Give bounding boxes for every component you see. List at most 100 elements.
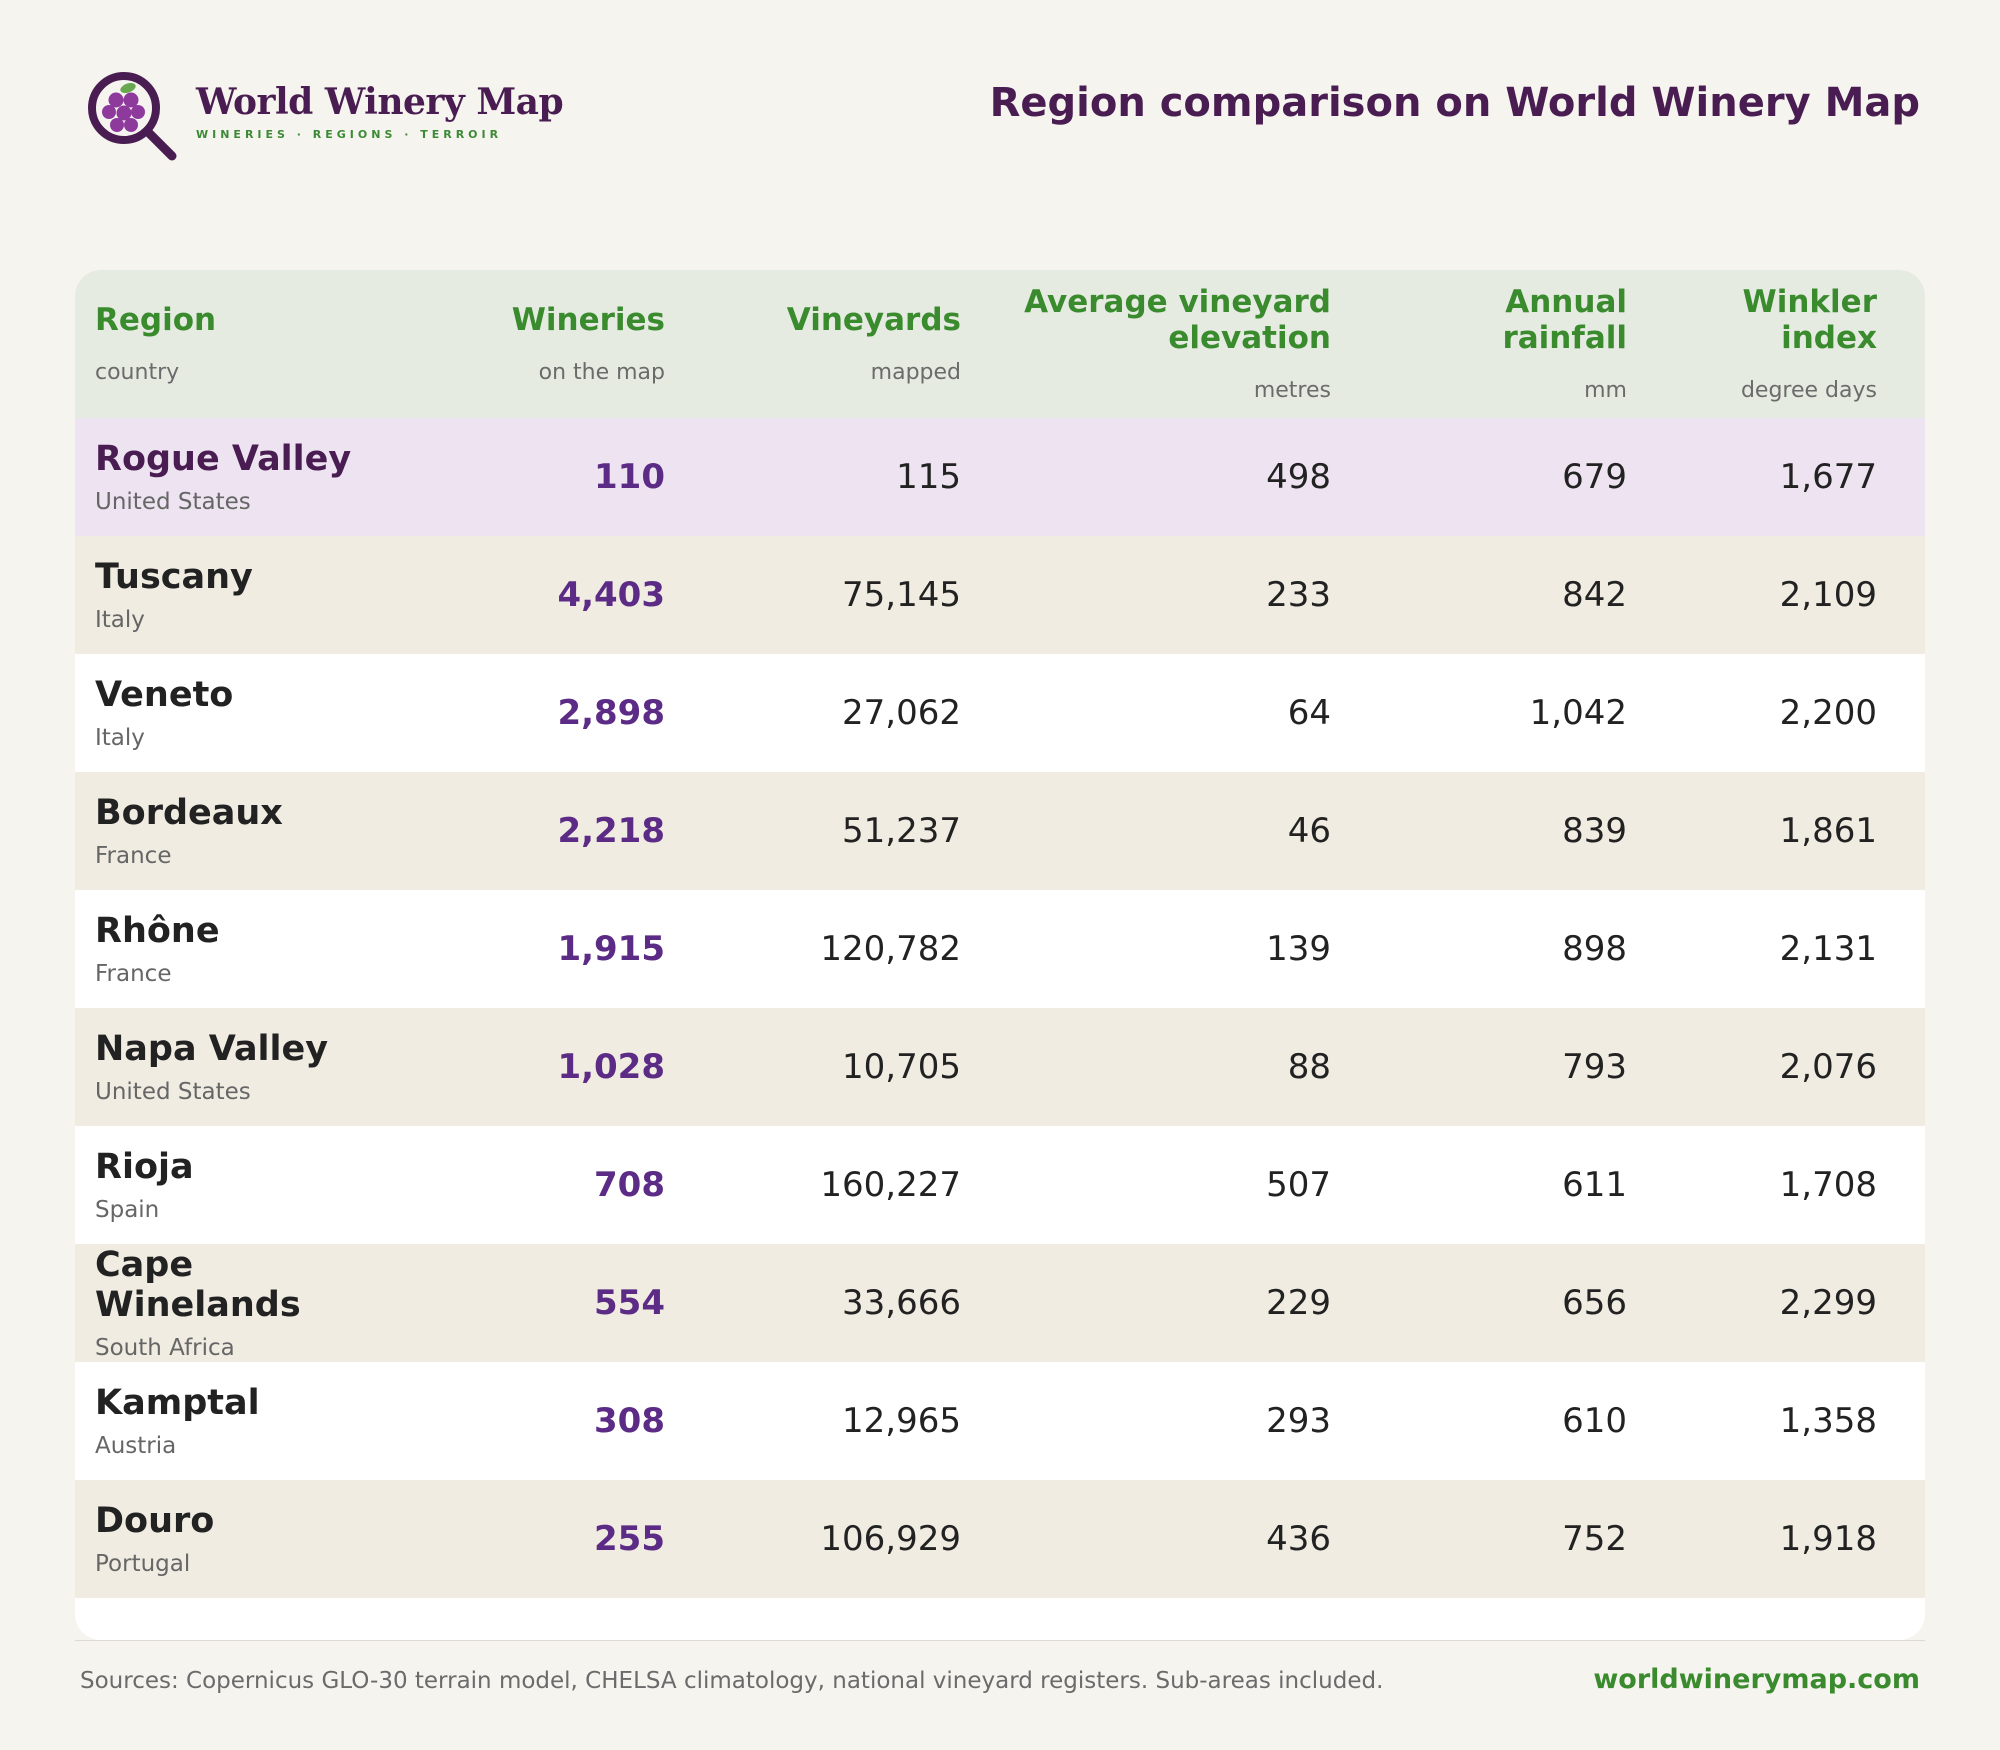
table-row[interactable]: Cape Winelands South Africa 554 33,666 22… — [75, 1244, 1925, 1362]
brand-logo[interactable]: World Winery Map WINERIES · REGIONS · TE… — [86, 70, 564, 162]
wineries-cell: 110 — [594, 457, 665, 497]
elevation-cell: 46 — [1287, 811, 1331, 851]
page-title: Region comparison on World Winery Map — [989, 80, 1920, 126]
wineries-cell: 1,915 — [557, 929, 665, 969]
vineyards-cell: 51,237 — [842, 811, 961, 851]
vineyards-cell: 75,145 — [842, 575, 961, 615]
winkler-cell: 2,200 — [1779, 693, 1877, 733]
region-name: Cape Winelands — [95, 1244, 301, 1325]
region-cell: Napa Valley United States — [75, 1008, 375, 1126]
region-name: Kamptal — [95, 1382, 260, 1423]
region-name: Rogue Valley — [95, 438, 352, 479]
winkler-cell: 1,918 — [1779, 1519, 1877, 1559]
winkler-cell: 2,109 — [1779, 575, 1877, 615]
column-header-region[interactable]: Region country — [95, 301, 217, 385]
table-row[interactable]: Veneto Italy 2,898 27,062 64 1,042 2,200 — [75, 654, 1925, 772]
region-country: Italy — [95, 725, 145, 752]
region-name: Bordeaux — [95, 792, 283, 833]
region-name: Rioja — [95, 1146, 194, 1187]
table-row[interactable]: Tuscany Italy 4,403 75,145 233 842 2,109 — [75, 536, 1925, 654]
vineyards-cell: 115 — [896, 457, 961, 497]
vineyards-cell: 27,062 — [842, 693, 961, 733]
table-row[interactable]: Douro Portugal 255 106,929 436 752 1,918 — [75, 1480, 1925, 1598]
region-cell: Rogue Valley United States — [75, 418, 375, 536]
winkler-cell: 1,358 — [1779, 1401, 1877, 1441]
wineries-cell: 708 — [594, 1165, 665, 1205]
brand-name: World Winery Map — [196, 80, 564, 123]
rainfall-cell: 752 — [1562, 1519, 1627, 1559]
grapes-magnifier-icon — [86, 70, 178, 162]
column-header-winkler[interactable]: Winkler index degree days — [1740, 284, 1877, 403]
region-comparison-table: Region country Wineries on the map Viney… — [75, 270, 1925, 1598]
wineries-cell: 255 — [594, 1519, 665, 1559]
region-cell: Rioja Spain — [75, 1126, 375, 1244]
winkler-cell: 2,076 — [1779, 1047, 1877, 1087]
elevation-cell: 229 — [1266, 1283, 1331, 1323]
elevation-cell: 64 — [1287, 693, 1331, 733]
wineries-cell: 2,898 — [557, 693, 665, 733]
region-cell: Kamptal Austria — [75, 1362, 375, 1480]
region-cell: Douro Portugal — [75, 1480, 375, 1598]
rainfall-cell: 898 — [1562, 929, 1627, 969]
wineries-cell: 4,403 — [557, 575, 665, 615]
elevation-cell: 139 — [1266, 929, 1331, 969]
winkler-cell: 1,708 — [1779, 1165, 1877, 1205]
region-cell: Tuscany Italy — [75, 536, 375, 654]
column-header-vineyards[interactable]: Vineyards mapped — [786, 301, 961, 385]
region-cell: Bordeaux France — [75, 772, 375, 890]
vineyards-cell: 106,929 — [820, 1519, 961, 1559]
elevation-cell: 498 — [1266, 457, 1331, 497]
table-row[interactable]: Rhône France 1,915 120,782 139 898 2,131 — [75, 890, 1925, 1008]
rainfall-cell: 679 — [1562, 457, 1627, 497]
vineyards-cell: 120,782 — [820, 929, 961, 969]
winkler-cell: 2,299 — [1779, 1283, 1877, 1323]
table-row[interactable]: Napa Valley United States 1,028 10,705 88… — [75, 1008, 1925, 1126]
region-country: Portugal — [95, 1551, 191, 1578]
winkler-cell: 1,677 — [1779, 457, 1877, 497]
table-header-row: Region country Wineries on the map Viney… — [75, 270, 1925, 418]
table-row[interactable]: Kamptal Austria 308 12,965 293 610 1,358 — [75, 1362, 1925, 1480]
wineries-cell: 554 — [594, 1283, 665, 1323]
rainfall-cell: 611 — [1562, 1165, 1627, 1205]
vineyards-cell: 10,705 — [842, 1047, 961, 1087]
sources-note: Sources: Copernicus GLO-30 terrain model… — [80, 1668, 1384, 1694]
table-row[interactable]: Bordeaux France 2,218 51,237 46 839 1,861 — [75, 772, 1925, 890]
elevation-cell: 88 — [1287, 1047, 1331, 1087]
region-cell: Veneto Italy — [75, 654, 375, 772]
region-country: United States — [95, 1079, 251, 1106]
rainfall-cell: 656 — [1562, 1283, 1627, 1323]
region-cell: Cape Winelands South Africa — [75, 1244, 375, 1362]
rainfall-cell: 839 — [1562, 811, 1627, 851]
rainfall-cell: 793 — [1562, 1047, 1627, 1087]
region-country: France — [95, 843, 172, 870]
region-country: Italy — [95, 607, 145, 634]
region-country: Spain — [95, 1197, 160, 1224]
region-name: Veneto — [95, 674, 234, 715]
winkler-cell: 2,131 — [1779, 929, 1877, 969]
table-row[interactable]: Rogue Valley United States 110 115 498 67… — [75, 418, 1925, 536]
rainfall-cell: 1,042 — [1529, 693, 1627, 733]
comparison-card: Region country Wineries on the map Viney… — [75, 270, 1925, 1640]
column-header-wineries[interactable]: Wineries on the map — [511, 301, 665, 385]
winkler-cell: 1,861 — [1779, 811, 1877, 851]
wineries-cell: 308 — [594, 1401, 665, 1441]
region-name: Douro — [95, 1500, 215, 1541]
elevation-cell: 233 — [1266, 575, 1331, 615]
elevation-cell: 507 — [1266, 1165, 1331, 1205]
region-name: Napa Valley — [95, 1028, 329, 1069]
region-country: United States — [95, 489, 251, 516]
region-country: Austria — [95, 1433, 177, 1460]
vineyards-cell: 160,227 — [820, 1165, 961, 1205]
page-header: World Winery Map WINERIES · REGIONS · TE… — [0, 0, 2000, 200]
vineyards-cell: 12,965 — [842, 1401, 961, 1441]
elevation-cell: 436 — [1266, 1519, 1331, 1559]
rainfall-cell: 842 — [1562, 575, 1627, 615]
region-name: Rhône — [95, 910, 220, 951]
table-row[interactable]: Rioja Spain 708 160,227 507 611 1,708 — [75, 1126, 1925, 1244]
brand-tagline: WINERIES · REGIONS · TERROIR — [196, 127, 503, 141]
column-header-rainfall[interactable]: Annual rainfall mm — [1502, 284, 1627, 403]
footer-divider — [75, 1640, 1925, 1641]
rainfall-cell: 610 — [1562, 1401, 1627, 1441]
column-header-elevation[interactable]: Average vineyard elevation metres — [1024, 284, 1331, 403]
site-link[interactable]: worldwinerymap.com — [1593, 1664, 1920, 1695]
